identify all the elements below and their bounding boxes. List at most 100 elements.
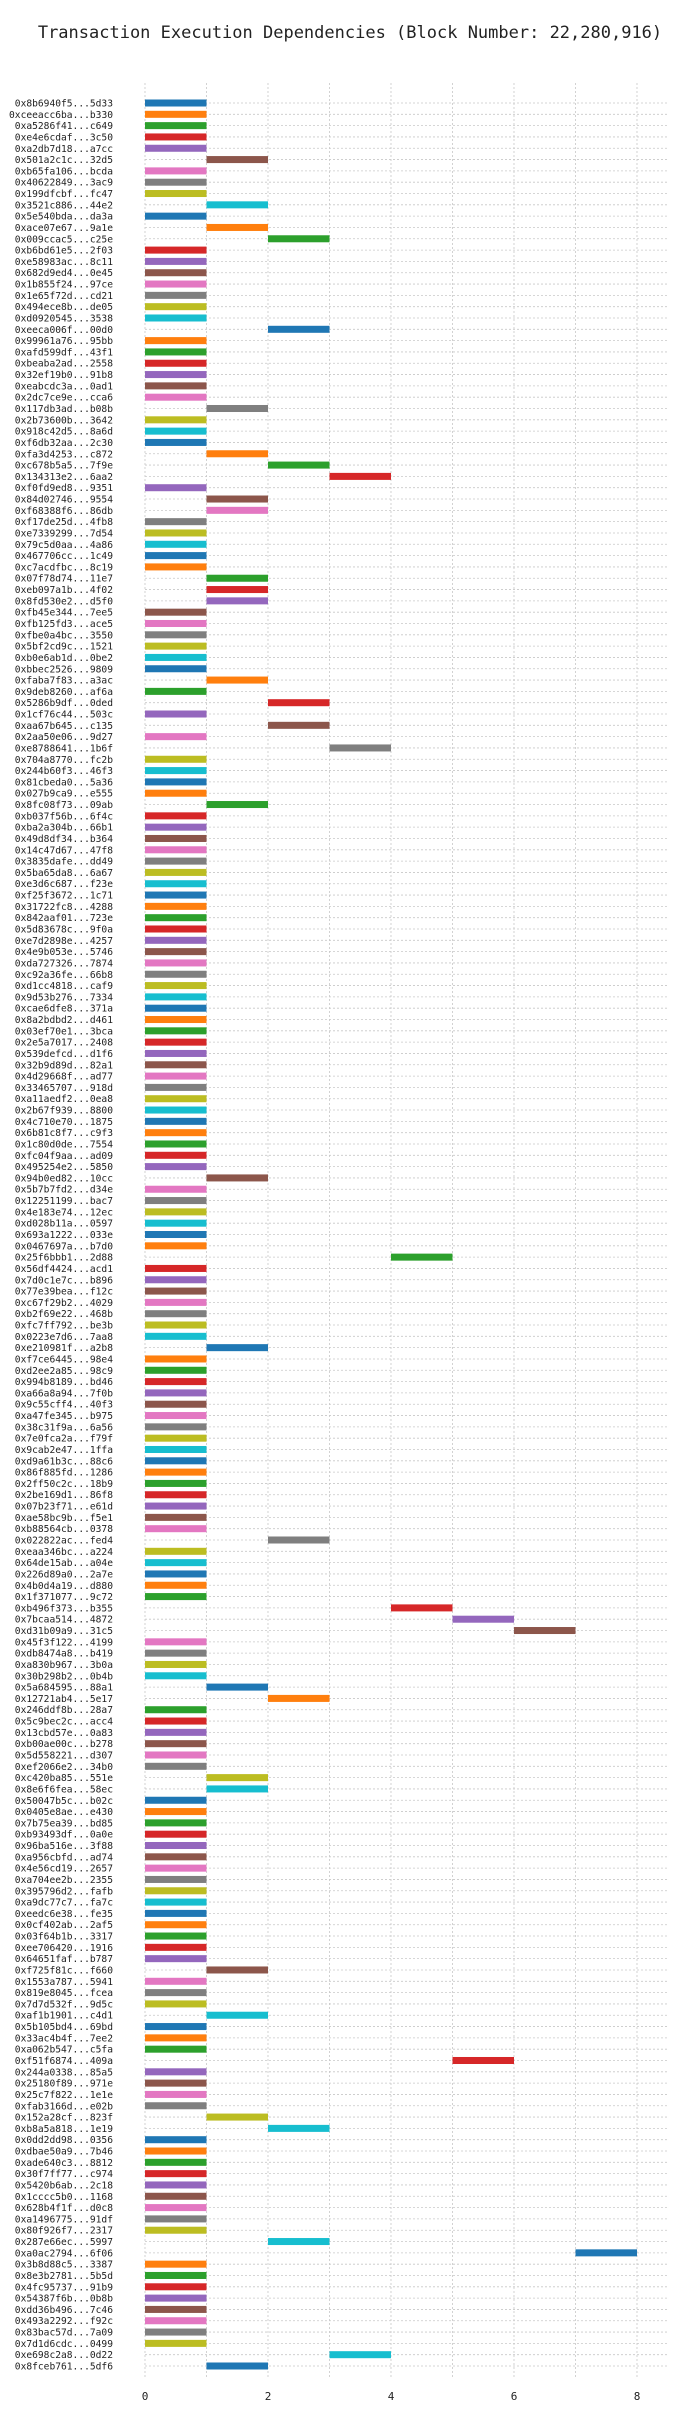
tx-hash-label: 0x8fc08f73...09ab [15, 800, 113, 811]
dependency-bar [145, 337, 207, 345]
tx-hash-label: 0xa2db7d18...a7cc [15, 144, 113, 155]
dependency-bar [145, 416, 207, 424]
tx-hash-label: 0x13cbd57e...0a83 [15, 1728, 113, 1739]
dependency-bar [145, 1163, 207, 1171]
tx-hash-label: 0x84d02746...9554 [15, 495, 113, 506]
x-tick-label: 4 [388, 2390, 395, 2403]
dependency-bar [145, 1287, 207, 1295]
tx-hash-label: 0x33ac4b4f...7ee2 [15, 2033, 113, 2044]
tx-hash-label: 0xfaba7f83...a3ac [15, 676, 113, 687]
tx-hash-label: 0xb0e6ab1d...0be2 [15, 653, 113, 664]
dependency-bar [206, 2362, 268, 2370]
tx-hash-label: 0x8e6f6fea...58ec [15, 1784, 113, 1795]
dependency-bar [145, 868, 207, 876]
dependency-bar [145, 1264, 207, 1272]
tx-hash-label: 0xb88564cb...0378 [15, 1524, 113, 1535]
tx-hash-label: 0xef2066e2...34b0 [15, 1762, 113, 1773]
tx-hash-label: 0xb8a5a818...1e19 [15, 2124, 113, 2135]
dependency-bar [391, 1253, 453, 1261]
dependency-bar [145, 1321, 207, 1329]
dependency-bar [145, 1208, 207, 1216]
tx-hash-label: 0x693a1222...033e [15, 1230, 113, 1241]
dependency-bar [145, 1230, 207, 1239]
tx-hash-label: 0x9c55cff4...40f3 [15, 1400, 113, 1411]
dependency-bar [145, 1581, 207, 1589]
tx-hash-label: 0xe3d6c687...f23e [15, 879, 113, 890]
dependency-bar [145, 1898, 207, 1906]
dependency-bar [268, 235, 330, 243]
tx-hash-label: 0xeeca006f...00d0 [15, 325, 113, 336]
tx-hash-label: 0x152a28cf...823f [15, 2113, 113, 2124]
tx-hash-label: 0xfb125fd3...ace5 [15, 619, 113, 630]
tx-hash-label: 0xe7d2898e...4257 [15, 936, 113, 947]
dependency-bar [145, 857, 207, 865]
dependency-bar [145, 314, 207, 322]
dependency-bar [145, 1457, 207, 1465]
dependency-bar [145, 1117, 207, 1125]
tx-hash-label: 0xa830b967...3b0a [15, 1660, 113, 1671]
tx-hash-label: 0xa66a8a94...7f0b [15, 1388, 113, 1399]
tx-hash-label: 0x86f885fd...1286 [15, 1468, 113, 1479]
dependency-bar [145, 1083, 207, 1091]
tx-hash-label: 0x5b105bd4...69bd [15, 2022, 113, 2033]
dependency-bar [206, 574, 268, 582]
tx-hash-label: 0xfa3d4253...c872 [15, 449, 113, 460]
dependency-bar [145, 178, 207, 186]
bars-layer [145, 99, 637, 2370]
tx-hash-label: 0x7bcaa514...4872 [15, 1615, 113, 1626]
tx-hash-label: 0x0467697a...b7d0 [15, 1241, 113, 1252]
dependency-bar [145, 1378, 207, 1386]
tx-hash-label: 0xd1cc4818...caf9 [15, 981, 113, 992]
dependency-bar [145, 529, 207, 537]
tx-hash-label: 0xeabcdc3a...0ad1 [15, 381, 113, 392]
dependency-bar [145, 823, 207, 831]
tx-hash-label: 0xe8788641...1b6f [15, 743, 113, 754]
dependency-bar [145, 2226, 207, 2234]
dependency-bar [206, 201, 268, 209]
tx-hash-label: 0xade640c3...8812 [15, 2158, 113, 2169]
dependency-bar [145, 144, 207, 152]
dependency-bar [145, 1853, 207, 1861]
dependency-bar [268, 2124, 330, 2132]
tx-hash-label: 0x1553a787...5941 [15, 1977, 113, 1988]
tx-hash-label: 0x134313e2...6aa2 [15, 472, 113, 483]
dependency-bar [145, 1389, 207, 1397]
dependency-bar [206, 1344, 268, 1352]
tx-hash-label: 0x9deb8260...af6a [15, 687, 113, 698]
dependency-bar [145, 982, 207, 990]
tx-hash-label: 0xbbec2526...9809 [15, 664, 113, 675]
dependency-bar [145, 1468, 207, 1476]
dependency-bar [268, 2238, 330, 2246]
tx-hash-label: 0x501a2c1c...32d5 [15, 155, 113, 166]
tx-hash-label: 0x4e56cd19...2657 [15, 1864, 113, 1875]
dependency-bar [145, 2158, 207, 2166]
tx-hash-label: 0x5420b6ab...2c18 [15, 2180, 113, 2191]
dependency-bar [145, 167, 207, 175]
tx-hash-label: 0x03ef70e1...3bca [15, 1026, 113, 1037]
chart-title: Transaction Execution Dependencies (Bloc… [38, 23, 662, 43]
tx-hash-label: 0xf0fd9ed8...9351 [15, 483, 113, 494]
tx-hash-label: 0x56df4424...acd1 [15, 1264, 113, 1275]
tx-hash-label: 0x7d1d6cdc...0499 [15, 2339, 113, 2350]
dependency-bar [145, 1366, 207, 1374]
tx-hash-label: 0x5b7b7fd2...d34e [15, 1185, 113, 1196]
dependency-bar [145, 371, 207, 379]
dependency-bar [206, 1683, 268, 1691]
dependency-bar [145, 122, 207, 130]
tx-hash-label: 0x5e540bda...da3a [15, 212, 113, 223]
dependency-bar [329, 2351, 391, 2359]
tx-hash-label: 0xaa67b645...c135 [15, 721, 113, 732]
tx-hash-label: 0xafd599df...43f1 [15, 347, 113, 358]
dependency-bar [145, 2305, 207, 2313]
dependency-bar [145, 1400, 207, 1408]
dependency-bar [145, 2170, 207, 2178]
tx-hash-label: 0x2b73600b...3642 [15, 415, 113, 426]
dependency-bar [206, 450, 268, 458]
dependency-bar [145, 1740, 207, 1748]
tx-hash-label: 0x8a2bdbd2...d461 [15, 1015, 113, 1026]
tx-hash-label: 0xa956cbfd...ad74 [15, 1852, 113, 1863]
dependency-bar [145, 1479, 207, 1487]
tx-hash-label: 0x5d83678c...9f0a [15, 924, 113, 935]
tx-hash-label: 0x918c42d5...8a6d [15, 427, 113, 438]
tx-hash-label: 0x79c5d0aa...4a86 [15, 540, 113, 551]
